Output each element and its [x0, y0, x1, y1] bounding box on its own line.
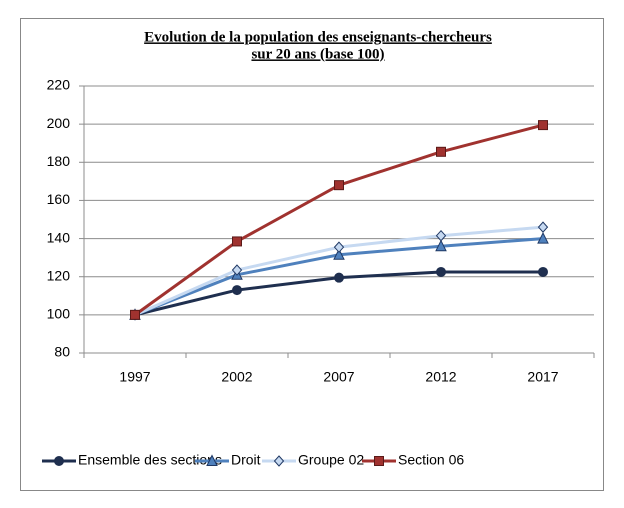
legend-label: Droit — [231, 452, 261, 468]
y-tick-label: 140 — [47, 229, 71, 245]
chart-title: Evolution de la population des enseignan… — [144, 29, 492, 45]
marker — [333, 248, 345, 260]
marker — [537, 231, 549, 244]
chart-title: sur 20 ans (base 100) — [251, 46, 384, 62]
y-tick-label: 160 — [47, 191, 71, 207]
y-tick-label: 200 — [47, 115, 71, 131]
marker — [273, 455, 285, 467]
y-tick-label: 180 — [47, 153, 71, 169]
x-tick-label: 2012 — [425, 369, 456, 385]
y-tick-label: 220 — [47, 77, 71, 93]
marker — [231, 264, 243, 276]
marker — [538, 266, 548, 277]
marker — [435, 229, 447, 242]
y-tick-label: 100 — [47, 306, 71, 322]
x-tick-label: 2002 — [221, 369, 252, 385]
legend-label: Groupe 02 — [298, 452, 364, 468]
marker — [232, 285, 242, 296]
y-tick-label: 120 — [47, 267, 71, 283]
legend-label: Ensemble des sections — [78, 452, 222, 468]
x-tick-label: 2007 — [323, 369, 354, 385]
marker — [206, 454, 218, 466]
marker — [334, 272, 344, 283]
marker — [232, 236, 242, 247]
marker — [130, 309, 140, 320]
marker — [374, 456, 384, 466]
x-tick-label: 2017 — [527, 369, 558, 385]
marker — [537, 221, 549, 233]
marker — [436, 266, 446, 277]
marker — [435, 239, 447, 252]
marker — [334, 180, 344, 191]
marker — [538, 120, 548, 131]
marker — [436, 146, 446, 157]
y-tick-label: 80 — [54, 344, 70, 360]
marker — [333, 241, 345, 253]
x-tick-label: 1997 — [119, 369, 150, 385]
marker — [54, 456, 64, 466]
legend-label: Section 06 — [398, 452, 464, 468]
